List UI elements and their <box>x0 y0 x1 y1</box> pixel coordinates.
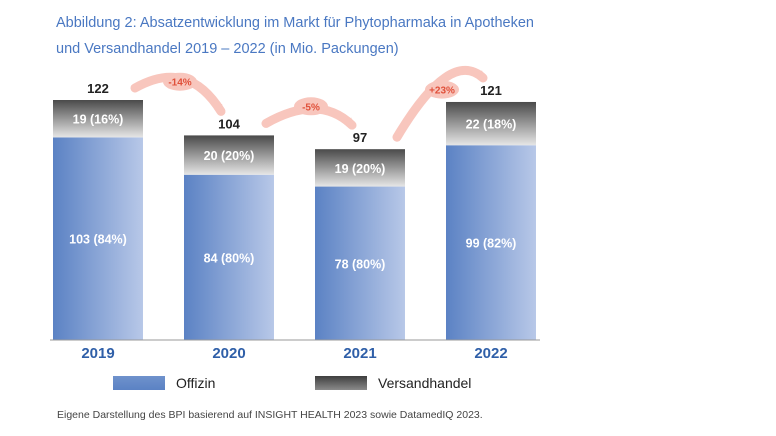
x-tick-label-2020: 2020 <box>212 345 245 362</box>
x-tick-label-2019: 2019 <box>81 345 114 362</box>
total-label-2021: 97 <box>353 130 367 145</box>
total-label-2022: 121 <box>480 83 502 98</box>
bar-versandhandel-2022 <box>446 101 536 146</box>
legend-swatch-offizin <box>113 376 165 390</box>
total-label-2019: 122 <box>87 81 109 96</box>
bar-versandhandel-2021 <box>315 149 405 187</box>
bar-versandhandel-2019 <box>53 100 143 138</box>
change-label-1: -14% <box>168 78 191 89</box>
data-label-offizin-2020: 84 (80%) <box>204 251 255 265</box>
bar-offizin-2022 <box>446 145 536 340</box>
change-badge-1 <box>163 72 197 91</box>
data-label-offizin-2021: 78 (80%) <box>335 257 386 271</box>
data-label-versandhandel-2019: 19 (16%) <box>73 113 124 127</box>
legend-label-offizin: Offizin <box>176 375 215 391</box>
change-badge-2 <box>294 97 328 116</box>
data-label-offizin-2019: 103 (84%) <box>69 233 127 247</box>
change-label-3: +23% <box>429 86 455 97</box>
x-tick-label-2022: 2022 <box>474 345 507 362</box>
bar-offizin-2021 <box>315 186 405 340</box>
source-note: Eigene Darstellung des BPI basierend auf… <box>57 409 483 421</box>
data-label-versandhandel-2021: 19 (20%) <box>335 162 386 176</box>
data-label-versandhandel-2020: 20 (20%) <box>204 149 255 163</box>
total-label-2020: 104 <box>218 116 240 131</box>
change-label-2: -5% <box>302 102 320 113</box>
bar-versandhandel-2020 <box>184 135 274 175</box>
change-badge-3 <box>425 80 459 99</box>
bar-offizin-2019 <box>53 137 143 340</box>
bar-offizin-2020 <box>184 174 274 340</box>
legend-swatch-versandhandel <box>315 376 367 390</box>
change-arrow-3 <box>392 65 488 142</box>
x-tick-label-2021: 2021 <box>343 345 376 362</box>
chart-title: Abbildung 2: Absatzentwicklung im Markt … <box>56 15 534 57</box>
legend-label-versandhandel: Versandhandel <box>378 375 471 391</box>
data-label-versandhandel-2022: 22 (18%) <box>466 118 517 132</box>
data-label-offizin-2022: 99 (82%) <box>466 237 517 251</box>
